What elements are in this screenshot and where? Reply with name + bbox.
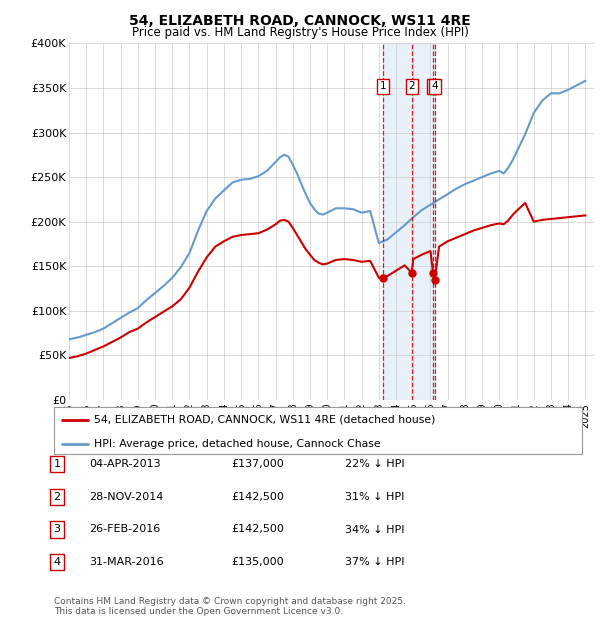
Text: 3: 3 — [430, 81, 436, 91]
Text: £135,000: £135,000 — [231, 557, 284, 567]
Text: Price paid vs. HM Land Registry's House Price Index (HPI): Price paid vs. HM Land Registry's House … — [131, 26, 469, 39]
Text: This data is licensed under the Open Government Licence v3.0.: This data is licensed under the Open Gov… — [54, 607, 343, 616]
Text: 22% ↓ HPI: 22% ↓ HPI — [345, 459, 404, 469]
Text: 4: 4 — [53, 557, 61, 567]
Text: 31% ↓ HPI: 31% ↓ HPI — [345, 492, 404, 502]
Text: 26-FEB-2016: 26-FEB-2016 — [89, 525, 160, 534]
Text: 1: 1 — [380, 81, 386, 91]
Text: 2: 2 — [53, 492, 61, 502]
Text: 1: 1 — [53, 459, 61, 469]
Text: 4: 4 — [431, 81, 438, 91]
Text: £137,000: £137,000 — [231, 459, 284, 469]
Text: £142,500: £142,500 — [231, 492, 284, 502]
Text: Contains HM Land Registry data © Crown copyright and database right 2025.: Contains HM Land Registry data © Crown c… — [54, 597, 406, 606]
Text: £142,500: £142,500 — [231, 525, 284, 534]
Text: 34% ↓ HPI: 34% ↓ HPI — [345, 525, 404, 534]
Text: HPI: Average price, detached house, Cannock Chase: HPI: Average price, detached house, Cann… — [94, 438, 380, 449]
Text: 31-MAR-2016: 31-MAR-2016 — [89, 557, 163, 567]
Text: 37% ↓ HPI: 37% ↓ HPI — [345, 557, 404, 567]
Text: 04-APR-2013: 04-APR-2013 — [89, 459, 160, 469]
Text: 28-NOV-2014: 28-NOV-2014 — [89, 492, 163, 502]
Text: 2: 2 — [409, 81, 415, 91]
Text: 54, ELIZABETH ROAD, CANNOCK, WS11 4RE: 54, ELIZABETH ROAD, CANNOCK, WS11 4RE — [129, 14, 471, 28]
Bar — [383, 43, 435, 400]
Text: 54, ELIZABETH ROAD, CANNOCK, WS11 4RE (detached house): 54, ELIZABETH ROAD, CANNOCK, WS11 4RE (d… — [94, 415, 435, 425]
Text: 3: 3 — [53, 525, 61, 534]
